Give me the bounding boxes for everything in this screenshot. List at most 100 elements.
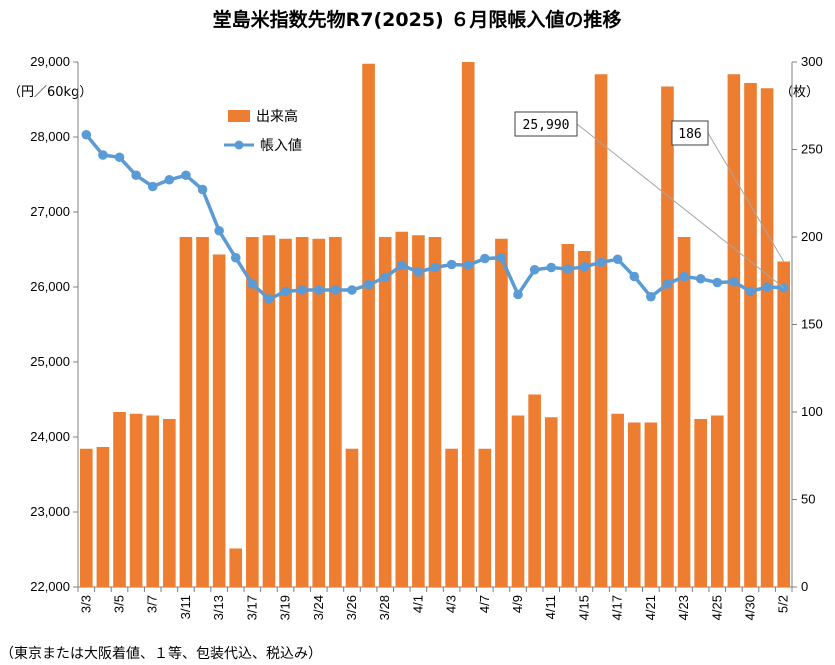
volume-bar (362, 63, 375, 587)
settlement-point (446, 259, 457, 270)
left-tick-label: 28,000 (30, 129, 70, 144)
settlement-point (330, 285, 341, 295)
volume-bar (445, 448, 458, 587)
settlement-point (98, 150, 108, 160)
volume-bar (744, 83, 757, 587)
volume-bar (295, 237, 309, 587)
callout-leader (707, 132, 785, 262)
right-axis-unit: （枚） (780, 85, 819, 100)
settlement-point (563, 264, 573, 274)
line-series (81, 129, 789, 304)
volume-bar (329, 237, 342, 587)
settlement-point (363, 279, 374, 290)
settlement-point (247, 279, 258, 289)
volume-bar (378, 237, 392, 587)
left-tick-label: 22,000 (30, 579, 70, 594)
settlement-point (114, 152, 125, 163)
left-tick-label: 29,000 (30, 54, 70, 69)
volume-bar (113, 412, 126, 587)
legend-swatch-bar (228, 110, 250, 122)
volume-bar (461, 62, 475, 587)
left-tick-label: 25,000 (30, 354, 70, 369)
x-tick-label: 3/28 (377, 595, 392, 620)
volume-bar (345, 448, 359, 587)
settlement-point (147, 181, 158, 192)
settlement-point (579, 261, 590, 272)
left-tick-label: 27,000 (30, 204, 70, 219)
volume-bar (710, 415, 724, 587)
x-tick-label: 3/5 (112, 595, 127, 613)
bar-series (79, 62, 791, 587)
volume-bar (561, 244, 575, 587)
settlement-point (629, 271, 640, 282)
left-tick-label: 23,000 (30, 504, 70, 519)
settlement-point (230, 252, 241, 263)
settlement-point (762, 282, 772, 292)
callout-box (514, 111, 578, 137)
settlement-point (529, 264, 540, 275)
settlement-point (197, 184, 208, 195)
legend-label-volume: 出来高 (256, 108, 298, 125)
x-tick-label: 3/3 (78, 595, 93, 613)
x-tick-label: 4/25 (709, 595, 724, 620)
left-tick-label: 26,000 (30, 279, 70, 294)
x-tick-label: 3/13 (211, 595, 226, 620)
volume-bar (312, 238, 326, 587)
legend-label-settlement: 帳入値 (260, 138, 302, 154)
settlement-point (646, 291, 656, 302)
volume-bar (544, 417, 558, 587)
volume-bar (196, 237, 209, 587)
settlement-point (612, 254, 623, 265)
volume-bar (727, 74, 741, 587)
chart-title: 堂島米指数先物R7(2025) ６月限帳入値の推移 (213, 8, 622, 31)
left-axis-unit: （円／60kg） (8, 85, 92, 100)
settlement-point (662, 279, 673, 289)
settlement-point (413, 267, 424, 277)
settlement-point (131, 170, 141, 181)
x-tick-label: 4/17 (610, 595, 625, 620)
x-tick-label: 4/3 (444, 595, 459, 613)
volume-bar (528, 394, 541, 587)
settlement-point (81, 129, 92, 140)
volume-bar (179, 237, 193, 587)
x-tick-label: 4/1 (410, 595, 425, 613)
settlement-point (396, 260, 407, 271)
volume-bar (478, 448, 492, 587)
volume-bar (495, 238, 508, 587)
tick-labels: 22,000 23,000 24,000 25,000 26,000 27,000 28,0… (30, 54, 822, 620)
volume-bar (594, 74, 608, 587)
settlement-point (679, 271, 689, 282)
x-tick-label: 4/7 (477, 595, 492, 613)
settlement-point (596, 257, 606, 268)
callouts: 25,990 186 (514, 111, 785, 289)
x-tick-label: 5/2 (776, 595, 791, 613)
settlement-point (164, 174, 175, 185)
volume-bar (760, 88, 774, 587)
settlement-point (480, 253, 490, 264)
chart-footnote: （東京または大阪着値、１等、包装代込、税込み） (0, 645, 322, 662)
volume-bar (412, 235, 425, 587)
settlement-point (347, 285, 357, 295)
x-tick-label: 4/15 (576, 595, 591, 620)
volume-bar (279, 238, 292, 587)
volume-bar (511, 415, 525, 587)
x-tick-label: 4/11 (543, 595, 558, 619)
volume-bar (661, 86, 674, 587)
left-tick-label: 24,000 (30, 429, 70, 444)
settlement-point (546, 262, 557, 273)
volume-bar (611, 413, 624, 587)
volume-bar (627, 422, 641, 587)
settlement-point (430, 262, 440, 273)
settlement-point (729, 276, 739, 287)
volume-bar (578, 251, 591, 587)
settlement-point (214, 225, 224, 236)
volume-bar (146, 415, 160, 587)
right-tick-label: 200 (801, 229, 823, 244)
legend-swatch-marker (234, 140, 244, 150)
callout-leader (576, 123, 785, 289)
volume-bar (96, 447, 110, 587)
settlement-point (712, 277, 723, 288)
volume-bar (777, 261, 791, 587)
settlement-point (181, 170, 191, 181)
